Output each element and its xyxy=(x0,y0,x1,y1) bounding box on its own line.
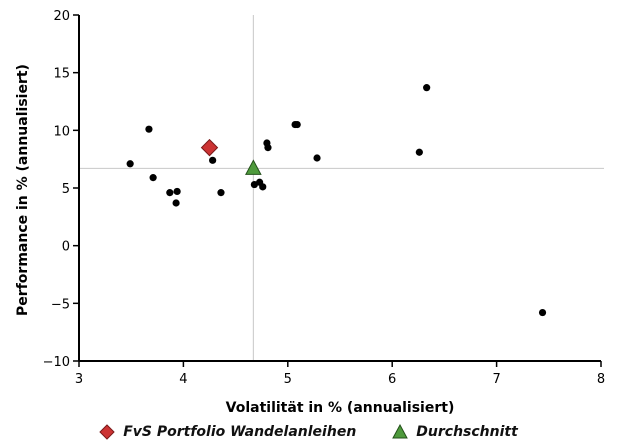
legend: FvS Portfolio Wandelanleihen Durchschnit… xyxy=(0,424,617,440)
scatter-point xyxy=(173,187,181,196)
legend-item-fvs: FvS Portfolio Wandelanleihen xyxy=(99,424,356,440)
x-tick-label: 3 xyxy=(75,372,83,387)
scatter-point xyxy=(209,156,217,164)
y-tick-label: 0 xyxy=(62,240,70,255)
scatter-point xyxy=(145,125,153,133)
x-tick-label: 7 xyxy=(492,372,500,387)
scatter-point xyxy=(293,120,301,129)
y-tick-label: 5 xyxy=(62,182,70,197)
scatter-point xyxy=(259,183,267,191)
y-tick-label: 20 xyxy=(53,9,70,24)
triangle-icon xyxy=(392,424,409,439)
y-tick-label: 10 xyxy=(53,124,70,139)
y-tick-label: 15 xyxy=(53,67,70,82)
fvs-portfolio-point xyxy=(200,138,219,157)
scatter-point xyxy=(217,189,225,197)
scatter-point xyxy=(538,308,547,317)
legend-item-durchschnitt: Durchschnitt xyxy=(392,424,518,440)
x-tick-label: 5 xyxy=(284,372,292,387)
y-tick-label: −10 xyxy=(43,355,70,370)
x-tick-label: 6 xyxy=(388,372,396,387)
legend-label-fvs: FvS Portfolio Wandelanleihen xyxy=(123,424,357,440)
scatter-point xyxy=(415,148,423,156)
scatter-point xyxy=(313,154,321,162)
legend-label-durchschnitt: Durchschnitt xyxy=(416,424,518,440)
scatter-chart: 3 4 5 6 7 8 −10 −5 0 5 10 15 20 Volatilität in % (an… xyxy=(15,9,605,416)
scatter-point xyxy=(149,174,157,182)
scatter-point xyxy=(423,84,431,92)
durchschnitt-point xyxy=(245,159,262,175)
scatter-point xyxy=(264,144,272,152)
y-axis-title: Performance in % (annualisiert) xyxy=(15,64,31,316)
scatter-point xyxy=(172,199,180,207)
y-tick-label: −5 xyxy=(51,297,70,312)
x-tick-label: 4 xyxy=(179,372,187,387)
scatter-point xyxy=(126,160,134,168)
x-axis-title: Volatilität in % (annualisiert) xyxy=(226,400,455,416)
scatter-point xyxy=(166,189,174,197)
diamond-icon xyxy=(99,424,115,440)
x-tick-label: 8 xyxy=(597,372,605,387)
